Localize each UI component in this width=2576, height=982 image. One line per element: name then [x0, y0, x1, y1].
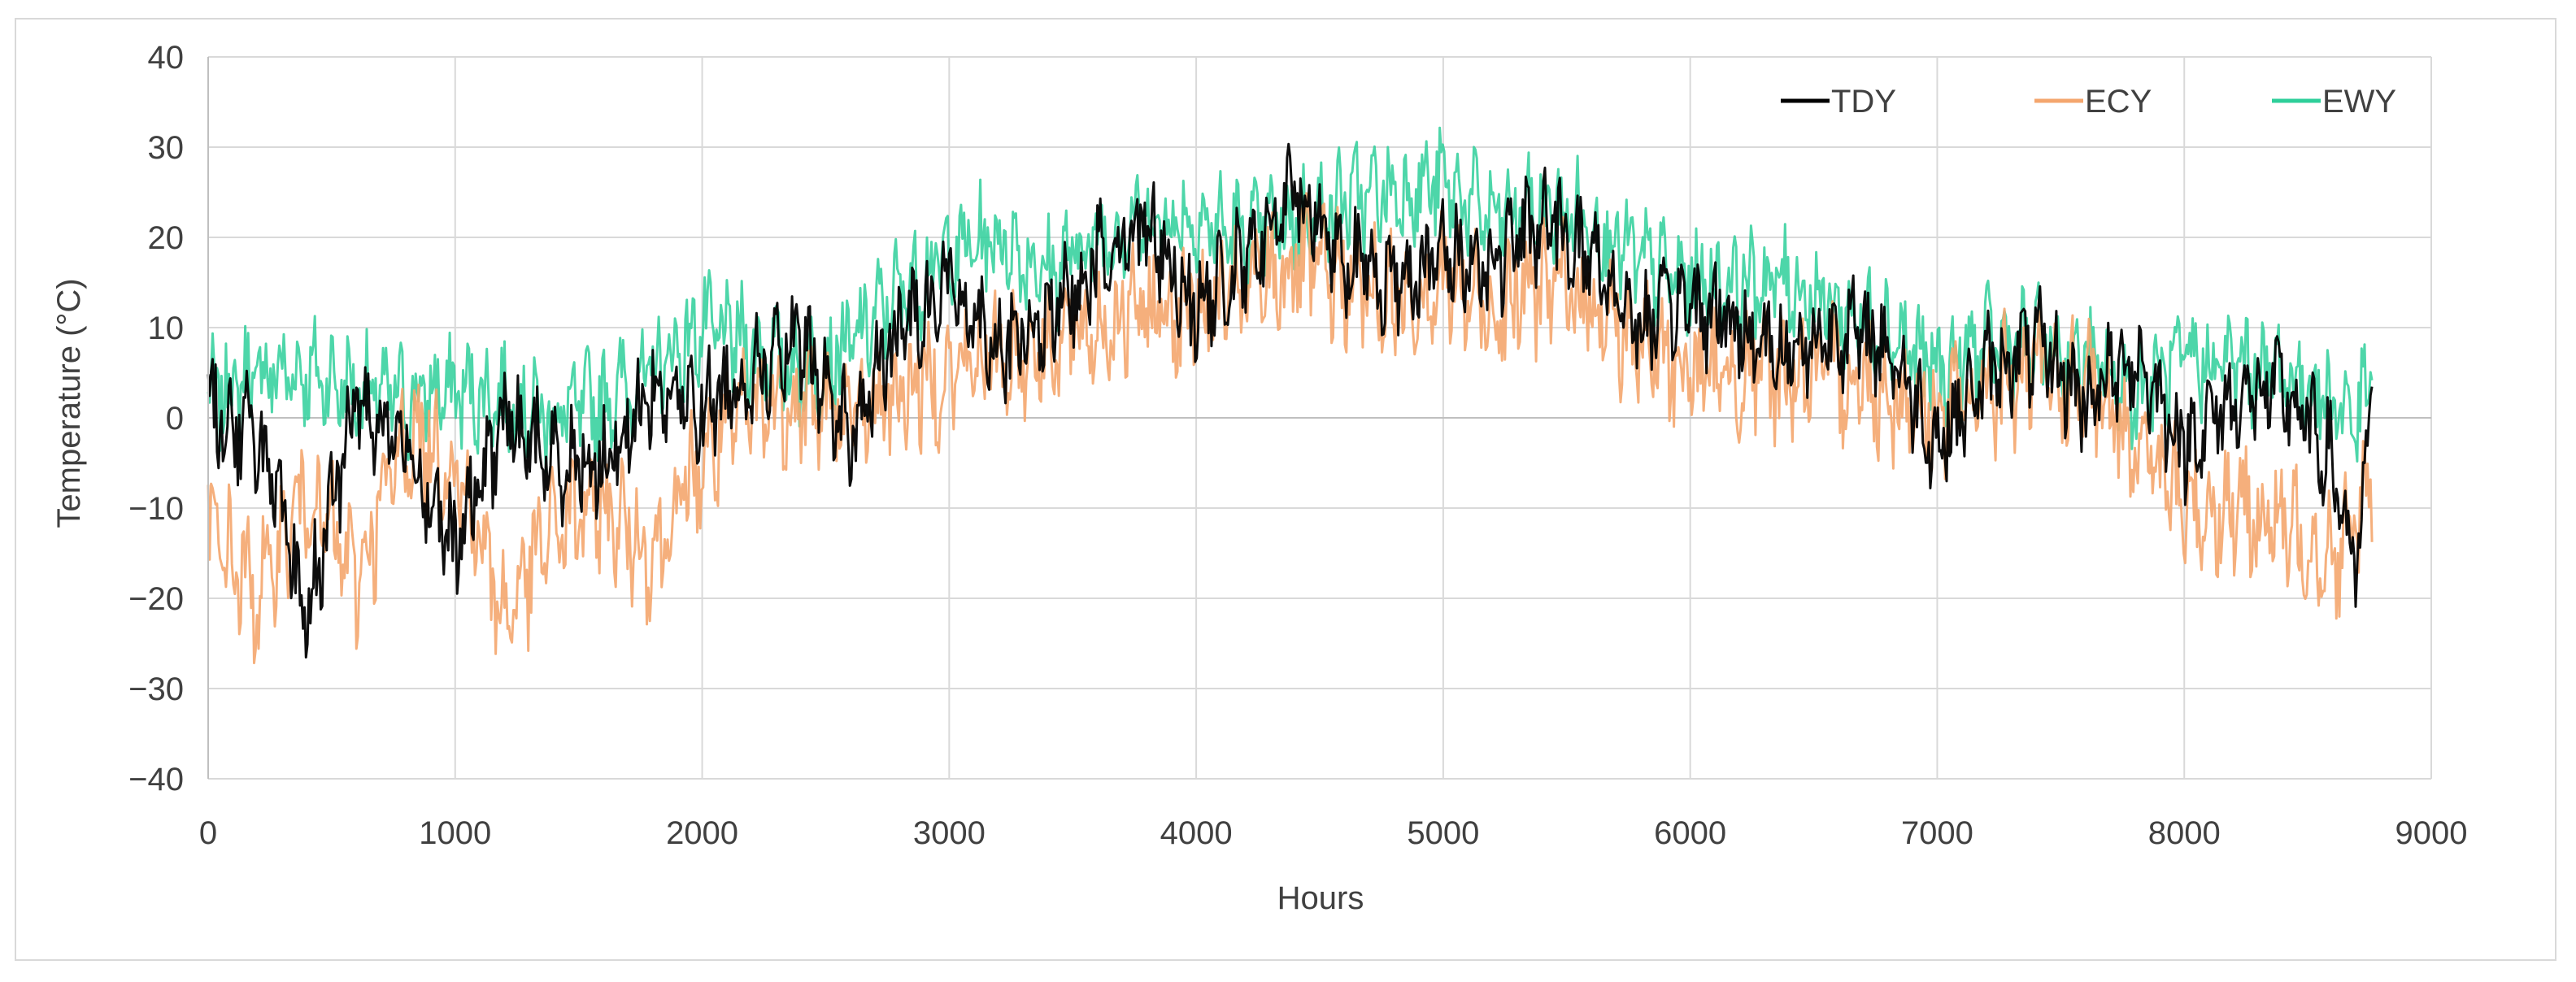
y-tick-label: 30 [148, 130, 185, 166]
y-axis-title: Temperature (°C) [51, 278, 87, 528]
x-tick-label: 2000 [666, 815, 738, 851]
legend-label-tdy: TDY [1831, 84, 1896, 119]
legend-label-ecy: ECY [2085, 84, 2152, 119]
y-tick-label: −30 [128, 671, 184, 707]
line-chart: 0 1000 2000 3000 4000 5000 6000 7000 8000 9000 40 3… [51, 40, 2467, 916]
series-line-tdy [207, 142, 2374, 659]
x-tick-label: 9000 [2395, 815, 2468, 851]
x-tick-label: 3000 [913, 815, 986, 851]
y-tick-label: −40 [128, 762, 184, 797]
x-tick-label: 1000 [419, 815, 491, 851]
y-tick-label: −10 [128, 491, 184, 527]
x-tick-label: 5000 [1407, 815, 1479, 851]
series-lines [207, 126, 2374, 665]
legend-label-ewy: EWY [2322, 84, 2396, 119]
legend: TDY ECY EWY [1781, 84, 2396, 119]
y-tick-label: 10 [148, 311, 185, 346]
y-tick-label: 40 [148, 40, 185, 76]
x-tick-label: 0 [199, 815, 217, 851]
y-tick-label: 20 [148, 220, 185, 256]
gridlines [207, 56, 2432, 780]
x-tick-label: 4000 [1160, 815, 1233, 851]
chart-area: 0 1000 2000 3000 4000 5000 6000 7000 8000 9000 40 3… [15, 18, 2556, 961]
y-tick-label: −20 [128, 581, 184, 617]
axes: 0 1000 2000 3000 4000 5000 6000 7000 8000 9000 40 3… [128, 40, 2467, 851]
series-line-ecy [207, 192, 2374, 665]
x-tick-label: 8000 [2148, 815, 2221, 851]
x-tick-label: 7000 [1901, 815, 1973, 851]
x-tick-label: 6000 [1654, 815, 1726, 851]
y-tick-label: 0 [166, 401, 184, 437]
x-axis-title: Hours [1277, 880, 1364, 916]
